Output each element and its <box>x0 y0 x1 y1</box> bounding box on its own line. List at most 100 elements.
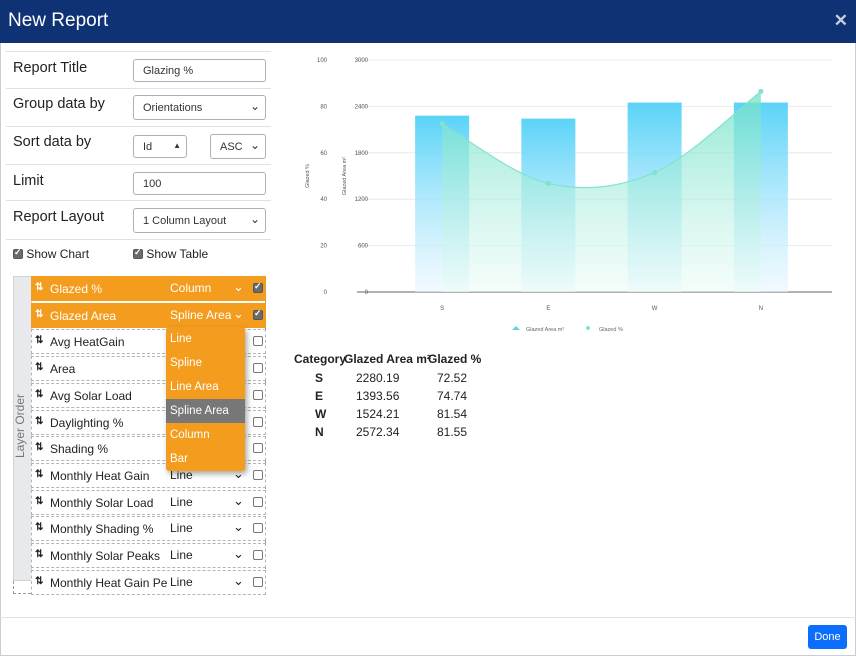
layer-item[interactable]: ⇅ Monthly Shading % Line ⌄ <box>31 516 266 542</box>
layer-visible-checkbox[interactable] <box>253 469 263 480</box>
limit-row: Limit 100 <box>6 164 271 200</box>
drag-handle-icon[interactable]: ⇅ <box>35 362 44 374</box>
layer-visible-checkbox[interactable] <box>253 550 263 560</box>
layer-visible-checkbox[interactable] <box>253 416 263 427</box>
layer-type-select[interactable]: Line <box>170 521 193 536</box>
layout-label: Report Layout <box>13 209 105 225</box>
updown-icon: ▲ <box>173 141 181 150</box>
dropdown-option[interactable]: Spline Area <box>166 399 245 423</box>
layer-type-select[interactable]: Line <box>170 494 193 509</box>
x-tick-label: E <box>546 306 550 312</box>
close-icon[interactable]: ✕ <box>833 11 848 30</box>
show-table-checkbox[interactable] <box>133 247 143 259</box>
table-header: Glazed % <box>428 352 482 366</box>
limit-input[interactable]: 100 <box>133 172 266 195</box>
layer-visible-checkbox[interactable] <box>253 389 263 400</box>
chevron-down-icon[interactable]: ⌄ <box>233 519 244 535</box>
layer-visible-checkbox[interactable] <box>253 443 263 454</box>
drag-handle-icon[interactable]: ⇅ <box>35 308 44 320</box>
legend-point-icon <box>586 326 590 330</box>
dropdown-option[interactable]: Line <box>170 333 192 345</box>
layer-type-select[interactable]: Line <box>170 574 193 589</box>
layer-visible-checkbox[interactable] <box>253 336 263 347</box>
drag-handle-icon[interactable]: ⇅ <box>35 282 44 293</box>
y-left-tick-label: 60 <box>320 151 327 157</box>
drag-handle-icon[interactable]: ⇅ <box>35 442 44 454</box>
layer-type-select[interactable]: Line <box>170 548 193 562</box>
layer-item[interactable]: ⇅ Monthly Solar Load Line ⌄ <box>31 489 266 515</box>
layer-name: Avg HeatGain <box>50 335 125 350</box>
chevron-down-icon[interactable]: ⌄ <box>233 492 244 508</box>
report-chart: 0 20 40 60 80 100 0 600 1200 1800 2400 3000 Glazed %… <box>305 58 832 333</box>
layer-visible-checkbox[interactable] <box>253 363 263 374</box>
drag-handle-icon[interactable]: ⇅ <box>35 388 44 400</box>
layer-visible-checkbox[interactable] <box>253 576 263 587</box>
dropdown-option[interactable]: Spline <box>170 357 202 369</box>
report-title-input[interactable]: Glazing % <box>133 59 266 82</box>
table-cell: 74.74 <box>437 389 468 403</box>
layout-row: Report Layout 1 Column Layout ⌄ <box>6 200 271 240</box>
layer-visible-checkbox[interactable] <box>253 281 263 293</box>
table-header: Category <box>294 352 347 366</box>
layer-visible-checkbox[interactable] <box>253 523 263 534</box>
chevron-down-icon[interactable]: ⌄ <box>233 572 244 588</box>
layer-item[interactable]: ⇅ Monthly Heat Gain Pe Line ⌄ <box>31 569 266 595</box>
layer-name: Monthly Heat Gain <box>50 468 150 483</box>
done-button[interactable]: Done <box>808 625 847 649</box>
y-right-axis-label: Glazed Area m² <box>342 157 348 195</box>
layer-type-select[interactable]: Line <box>170 467 193 482</box>
y-right-tick-label: 3000 <box>355 58 369 64</box>
drag-handle-icon[interactable]: ⇅ <box>35 468 44 480</box>
layer-order-label: Layer Order <box>13 393 28 459</box>
limit-label: Limit <box>13 173 44 189</box>
layer-item[interactable]: ⇅ Glazed Area Spline Area ⌄ <box>31 302 266 328</box>
y-left-tick-label: 100 <box>317 58 328 64</box>
chevron-down-icon[interactable]: ⌄ <box>233 305 244 321</box>
layer-item[interactable]: ⇅ Monthly Solar Peaks Line ⌄ <box>31 543 266 568</box>
y-left-tick-label: 0 <box>324 290 328 296</box>
drag-handle-icon[interactable]: ⇅ <box>35 522 44 534</box>
y-right-tick-label: 1200 <box>355 197 369 203</box>
show-chart-checkbox[interactable] <box>13 247 23 259</box>
sort-order-select[interactable]: ASC ⌄ <box>210 134 266 159</box>
legend-area-icon <box>512 326 520 330</box>
table-cell: E <box>315 389 324 403</box>
drag-handle-icon[interactable]: ⇅ <box>35 415 44 427</box>
chart-point <box>652 170 658 176</box>
layer-type-select[interactable]: Spline Area <box>170 307 232 322</box>
layer-visible-checkbox[interactable] <box>253 496 263 507</box>
y-left-tick-label: 40 <box>320 197 327 203</box>
drag-handle-icon[interactable]: ⇅ <box>35 335 44 347</box>
dropdown-option[interactable]: Bar <box>170 453 188 465</box>
dropdown-option[interactable]: Column <box>170 429 210 441</box>
chart-type-dropdown[interactable]: Line Spline Line Area Spline Area Column Bar <box>166 327 245 471</box>
layer-type-select[interactable]: Column <box>170 281 212 295</box>
sort-field-select[interactable]: Id ▲ <box>133 135 187 158</box>
layer-name: Glazed % <box>50 282 103 296</box>
table-cell: W <box>315 407 327 421</box>
chevron-down-icon: ⌄ <box>249 212 260 226</box>
layout-select[interactable]: 1 Column Layout ⌄ <box>133 208 266 233</box>
show-table-toggle[interactable]: Show Table <box>133 247 208 261</box>
legend-item: Glazed Area m² <box>526 327 564 333</box>
layer-visible-checkbox[interactable] <box>253 308 263 320</box>
table-cell: N <box>315 425 324 439</box>
table-cell: 1393.56 <box>356 389 400 403</box>
drag-handle-icon[interactable]: ⇅ <box>35 575 44 587</box>
dropdown-option[interactable]: Line Area <box>170 381 219 393</box>
y-right-tick-label: 0 <box>365 290 369 296</box>
chevron-down-icon[interactable]: ⌄ <box>233 465 244 481</box>
layer-name: Daylighting % <box>50 415 124 430</box>
y-left-tick-label: 80 <box>320 104 327 110</box>
chevron-down-icon: ⌄ <box>249 138 260 152</box>
show-chart-toggle[interactable]: Show Chart <box>13 247 89 261</box>
chevron-down-icon[interactable]: ⌄ <box>233 279 244 294</box>
layer-item[interactable]: ⇅ Glazed % Column ⌄ <box>31 276 266 301</box>
layer-name: Area <box>50 362 76 377</box>
drag-handle-icon[interactable]: ⇅ <box>35 495 44 507</box>
table-cell: 1524.21 <box>356 407 400 421</box>
dialog-header: New Report ✕ <box>0 0 856 43</box>
group-select[interactable]: Orientations ⌄ <box>133 95 266 120</box>
drag-handle-icon[interactable]: ⇅ <box>35 549 44 560</box>
chevron-down-icon[interactable]: ⌄ <box>233 546 244 561</box>
